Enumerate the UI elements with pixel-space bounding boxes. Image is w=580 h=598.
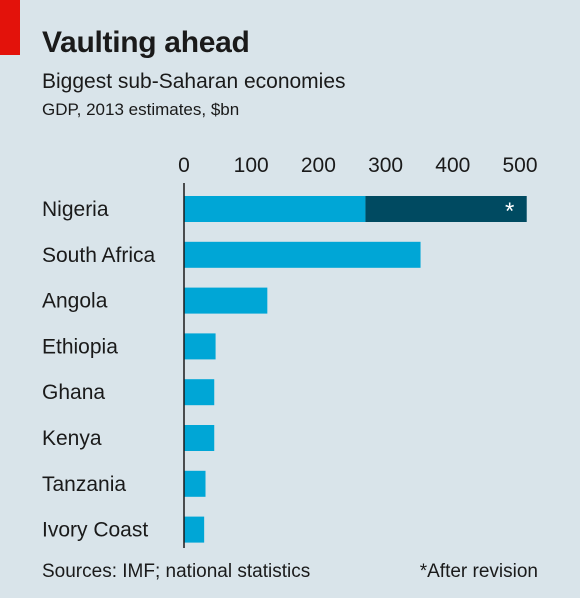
category-label: Nigeria <box>42 198 109 221</box>
x-tick-label: 500 <box>502 154 537 177</box>
chart-title: Vaulting ahead <box>42 26 250 59</box>
x-tick-label: 200 <box>301 154 336 177</box>
x-tick-label: 0 <box>178 154 190 177</box>
source-note: Sources: IMF; national statistics <box>42 561 311 582</box>
category-label: Ethiopia <box>42 335 118 358</box>
bar <box>184 379 215 406</box>
x-axis-ticks: 0 100 200 300 400 500 <box>178 154 537 177</box>
category-label: Kenya <box>42 427 102 450</box>
bar <box>184 287 268 314</box>
x-tick-label: 100 <box>234 154 269 177</box>
bar <box>184 333 216 360</box>
category-label: Ivory Coast <box>42 519 148 542</box>
bar <box>184 241 421 268</box>
bar <box>184 516 205 543</box>
revision-note: *After revision <box>419 561 538 582</box>
category-label: Ghana <box>42 381 105 404</box>
bar <box>184 425 215 451</box>
bars: * <box>184 196 527 543</box>
category-label: South Africa <box>42 244 156 267</box>
category-labels: Nigeria South Africa Angola Ethiopia Ghana Ke… <box>42 198 156 542</box>
bar <box>184 196 366 222</box>
accent-bar <box>0 0 20 55</box>
x-tick-label: 300 <box>368 154 403 177</box>
chart-units: GDP, 2013 estimates, $bn <box>42 100 240 119</box>
chart-subtitle: Biggest sub-Saharan economies <box>42 70 346 93</box>
category-label: Tanzania <box>42 473 126 496</box>
x-tick-label: 400 <box>435 154 470 177</box>
revision-marker: * <box>505 198 514 225</box>
category-label: Angola <box>42 290 108 313</box>
bar-revision <box>365 196 527 222</box>
bar <box>184 470 206 497</box>
